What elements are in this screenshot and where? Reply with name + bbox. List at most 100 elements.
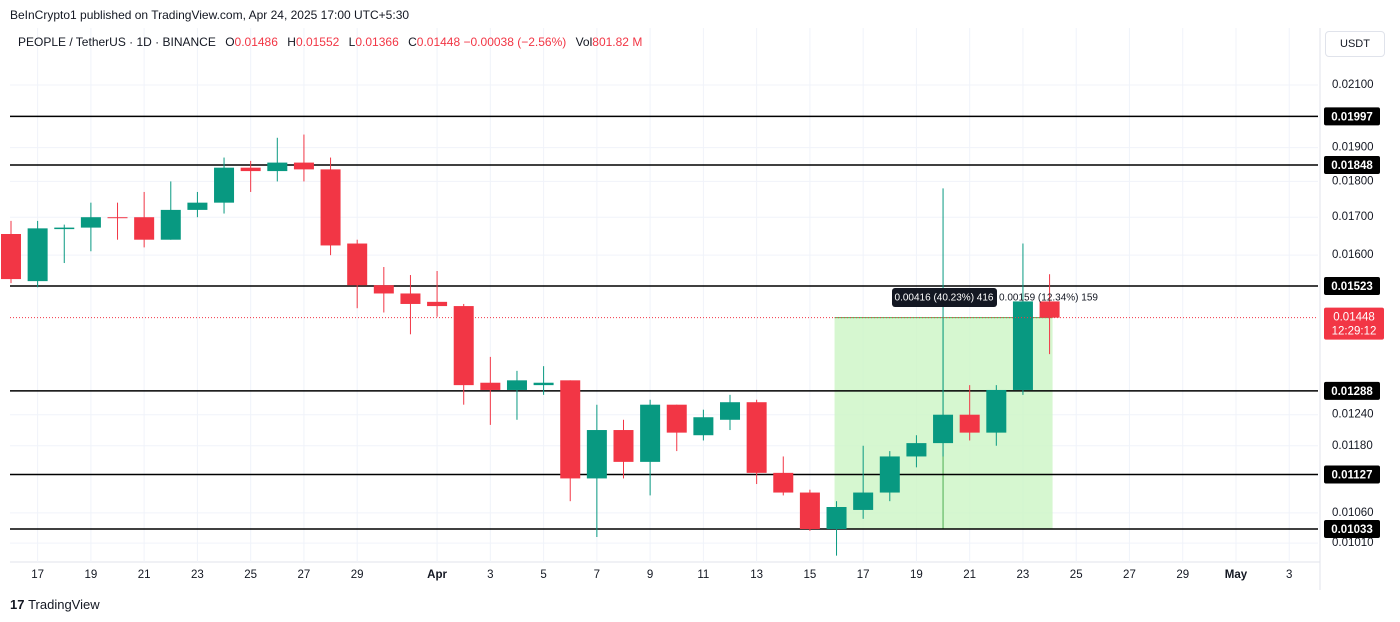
y-tick-label: 0.01240 bbox=[1332, 409, 1374, 421]
candle-body bbox=[986, 389, 1007, 433]
vol-label: Vol bbox=[575, 35, 593, 49]
candle-body bbox=[267, 162, 288, 172]
symbol-legend: PEOPLE / TetherUS · 1D · BINANCE O0.0148… bbox=[18, 35, 642, 49]
brand-name: TradingView bbox=[28, 597, 100, 612]
x-tick-label: 27 bbox=[298, 569, 311, 581]
candle-body bbox=[799, 492, 820, 530]
level-tag-label: 0.01848 bbox=[1331, 160, 1373, 172]
candle-body bbox=[54, 227, 75, 230]
candle-body bbox=[640, 404, 661, 462]
c-label: C bbox=[408, 35, 417, 49]
x-tick-label: 29 bbox=[351, 569, 364, 581]
last-price-tag bbox=[1324, 307, 1384, 340]
y-tick-label: 0.01700 bbox=[1332, 211, 1374, 223]
candle-body bbox=[293, 162, 314, 170]
candle-body bbox=[480, 382, 501, 390]
y-tick-label: 0.01060 bbox=[1332, 507, 1374, 519]
candle-body bbox=[1, 234, 21, 280]
candle-body bbox=[1039, 301, 1060, 318]
candle-body bbox=[187, 202, 208, 210]
x-tick-label: 15 bbox=[804, 569, 817, 581]
x-tick-label: 21 bbox=[963, 569, 976, 581]
candle-body bbox=[107, 217, 128, 219]
x-tick-label: 17 bbox=[31, 569, 44, 581]
x-tick-label: 25 bbox=[1070, 569, 1083, 581]
candle-body bbox=[879, 456, 900, 493]
x-tick-label: 7 bbox=[594, 569, 600, 581]
x-tick-label: 3 bbox=[1286, 569, 1292, 581]
candle-body bbox=[853, 492, 874, 510]
candle-body bbox=[27, 228, 48, 282]
x-tick-label: 13 bbox=[750, 569, 763, 581]
level-tag-label: 0.01997 bbox=[1331, 111, 1373, 123]
x-tick-label: 17 bbox=[857, 569, 870, 581]
candle-body bbox=[134, 217, 155, 240]
level-tag-label: 0.01288 bbox=[1331, 386, 1373, 398]
symbol: PEOPLE / TetherUS · 1D · BINANCE bbox=[18, 35, 216, 49]
candle-body bbox=[720, 402, 741, 420]
level-tag bbox=[1324, 381, 1380, 400]
h-value: 0.01552 bbox=[295, 35, 340, 49]
candle-body bbox=[666, 404, 687, 433]
x-tick-label: Apr bbox=[427, 569, 447, 581]
currency-button[interactable]: USDT bbox=[1325, 31, 1385, 57]
change: −0.00038 (−2.56%) bbox=[463, 35, 567, 49]
level-tag-label: 0.01523 bbox=[1331, 281, 1373, 293]
candle-body bbox=[746, 402, 767, 473]
vol-value: 801.82 M bbox=[592, 35, 643, 49]
logo-mark: 17 bbox=[10, 597, 29, 612]
candle-body bbox=[1012, 301, 1033, 390]
candle-body bbox=[160, 209, 181, 240]
x-tick-label: 5 bbox=[540, 569, 546, 581]
candle-body bbox=[773, 472, 794, 493]
candle-body bbox=[586, 430, 607, 479]
candle-body bbox=[347, 243, 368, 286]
candle-body bbox=[320, 169, 341, 246]
y-tick-label: 0.01180 bbox=[1332, 440, 1373, 452]
candle-body bbox=[906, 443, 927, 457]
candle-body bbox=[533, 382, 554, 386]
c-value: 0.01448 bbox=[416, 35, 461, 49]
y-tick-label: 0.01010 bbox=[1332, 537, 1374, 549]
brand: 17 TradingView bbox=[10, 597, 100, 612]
y-tick-label: 0.01600 bbox=[1332, 249, 1374, 261]
x-tick-label: 29 bbox=[1176, 569, 1189, 581]
x-tick-label: 11 bbox=[697, 569, 709, 581]
level-tag bbox=[1324, 155, 1380, 174]
y-tick-label: 0.01800 bbox=[1332, 175, 1374, 187]
y-tick-label: 0.01900 bbox=[1332, 142, 1374, 154]
candle-body bbox=[80, 217, 101, 228]
candle-body bbox=[506, 380, 527, 390]
x-tick-label: 3 bbox=[487, 569, 493, 581]
x-tick-label: 21 bbox=[138, 569, 151, 581]
x-tick-label: 19 bbox=[84, 569, 97, 581]
candle-body bbox=[933, 414, 954, 444]
x-tick-label: 23 bbox=[1017, 569, 1030, 581]
candle-body bbox=[959, 414, 980, 433]
measure-label-2: 0.00159 (12.34%) 159 bbox=[999, 293, 1098, 304]
candle-body bbox=[400, 293, 421, 304]
candle-body bbox=[453, 306, 474, 386]
candle-body bbox=[560, 380, 581, 479]
countdown: 12:29:12 bbox=[1332, 326, 1377, 338]
h-label: H bbox=[287, 35, 296, 49]
candle-body bbox=[693, 417, 714, 436]
y-tick-label: 0.02100 bbox=[1332, 79, 1374, 91]
level-tag bbox=[1324, 277, 1380, 296]
x-tick-label: 19 bbox=[910, 569, 923, 581]
measure-label-bg bbox=[892, 288, 997, 307]
last-price-label: 0.01448 bbox=[1333, 312, 1375, 324]
candle-body bbox=[240, 167, 261, 172]
candle-body bbox=[373, 285, 394, 294]
x-tick-label: May bbox=[1225, 569, 1248, 581]
level-tag-label: 0.01033 bbox=[1331, 524, 1373, 536]
o-value: 0.01486 bbox=[234, 35, 278, 49]
level-tag bbox=[1324, 107, 1380, 126]
x-tick-label: 23 bbox=[191, 569, 204, 581]
x-tick-label: 9 bbox=[647, 569, 653, 581]
level-tag bbox=[1324, 520, 1380, 539]
publish-info: BeInCrypto1 published on TradingView.com… bbox=[10, 8, 410, 22]
measure-label: 0.00416 (40.23%) 416 bbox=[895, 293, 994, 304]
